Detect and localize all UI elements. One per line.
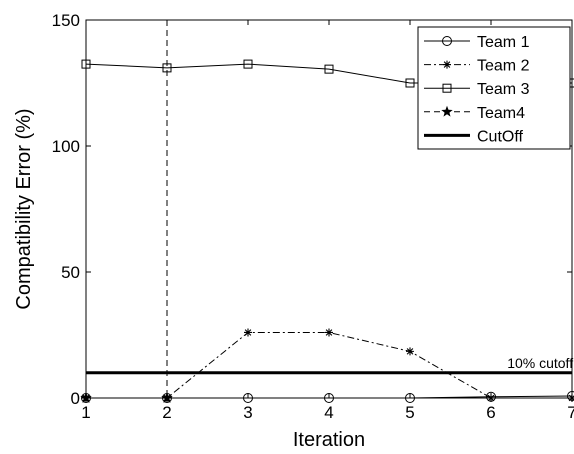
y-axis-title: Compatibility Error (%) xyxy=(13,108,35,309)
x-tick-label-5: 5 xyxy=(405,403,414,422)
series-marker-team-2-5 xyxy=(406,347,414,356)
axis-ticks: 1 2 3 4 5 6 7 0 50 100 150 xyxy=(52,11,574,422)
x-tick-label-2: 2 xyxy=(162,403,171,422)
x-tick-label-3: 3 xyxy=(243,403,252,422)
legend-label-team-3: Team 3 xyxy=(477,81,530,98)
series-marker-team-3-5 xyxy=(405,78,415,88)
legend-label-team4: Team4 xyxy=(477,105,525,122)
x-tick-label-4: 4 xyxy=(324,403,333,422)
legend: Team 1 Team 2 Team 3 Team4 CutOff xyxy=(417,26,571,150)
y-tick-label-50: 50 xyxy=(61,263,80,282)
x-tick-label-6: 6 xyxy=(486,403,495,422)
legend-label-team-2: Team 2 xyxy=(477,58,530,75)
legend-marker-team-2 xyxy=(443,60,451,69)
x-tick-label-7: 7 xyxy=(567,403,574,422)
y-tick-label-100: 100 xyxy=(52,137,80,156)
series-line-team-2 xyxy=(86,331,572,399)
legend-marker-team4 xyxy=(441,105,453,117)
legend-label-team-1: Team 1 xyxy=(477,34,530,51)
y-tick-label-0: 0 xyxy=(71,389,80,408)
series-marker-team-3-2 xyxy=(162,63,172,73)
y-tick-label-150: 150 xyxy=(52,11,80,30)
series-marker-team-2-4 xyxy=(325,328,333,337)
x-axis-title: Iteration xyxy=(293,429,365,451)
legend-marker-team-3 xyxy=(442,83,452,93)
series-marker-team-2-3 xyxy=(244,328,252,337)
cutoff-annotation: 10% cutoff xyxy=(507,355,573,371)
series-marker-team-3-4 xyxy=(324,64,334,74)
legend-marker-team-1 xyxy=(442,36,452,46)
series-marker-team-3-3 xyxy=(243,59,253,69)
x-tick-label-1: 1 xyxy=(81,403,90,422)
legend-label-cutoff: CutOff xyxy=(477,128,524,145)
